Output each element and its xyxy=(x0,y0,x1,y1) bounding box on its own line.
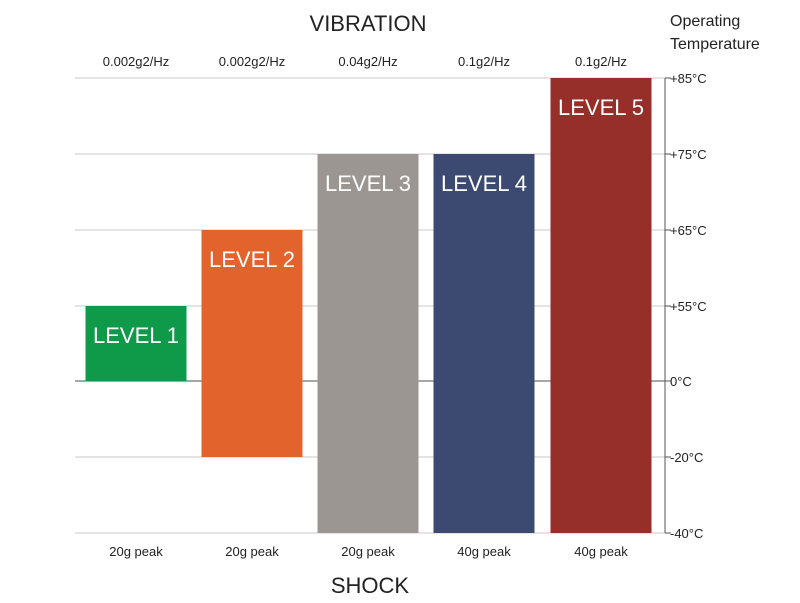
y-tick-label: +55°C xyxy=(670,299,707,314)
vibration-value: 0.002g2/Hz xyxy=(219,54,286,69)
shock-value: 40g peak xyxy=(574,544,628,559)
bar-label-level-1: LEVEL 1 xyxy=(93,323,179,348)
y-tick-label: -40°C xyxy=(670,526,703,541)
y-tick-label: +65°C xyxy=(670,223,707,238)
y-tick-label: +75°C xyxy=(670,147,707,162)
shock-value: 40g peak xyxy=(457,544,511,559)
chart-title: VIBRATION xyxy=(310,11,427,36)
y-axis-title-line2: Temperature xyxy=(670,36,760,53)
vibration-value: 0.1g2/Hz xyxy=(458,54,510,69)
y-axis-title-line1: Operating xyxy=(670,13,740,30)
bar-level-3 xyxy=(317,154,419,533)
label-layer: +85°C +75°C +65°C +55°C 0°C -20°C -40°C LEVEL 1… xyxy=(93,54,707,559)
bar-label-level-2: LEVEL 2 xyxy=(209,247,295,272)
bar-label-level-5: LEVEL 5 xyxy=(558,95,644,120)
vibration-value: 0.1g2/Hz xyxy=(575,54,627,69)
y-tick-label: -20°C xyxy=(670,450,703,465)
bar-layer xyxy=(85,78,652,533)
bar-label-level-3: LEVEL 3 xyxy=(325,171,411,196)
bar-level-4 xyxy=(433,154,535,533)
vibration-value: 0.002g2/Hz xyxy=(103,54,170,69)
bar-level-2 xyxy=(201,230,303,457)
y-tick-label: +85°C xyxy=(670,71,707,86)
bar-label-level-4: LEVEL 4 xyxy=(441,171,527,196)
bar-level-1 xyxy=(85,306,187,381)
shock-value: 20g peak xyxy=(341,544,395,559)
vibration-value: 0.04g2/Hz xyxy=(338,54,397,69)
chart-bottom-title: SHOCK xyxy=(331,573,410,598)
shock-value: 20g peak xyxy=(109,544,163,559)
y-tick-label: 0°C xyxy=(670,374,692,389)
bar-level-5 xyxy=(550,78,652,533)
shock-value: 20g peak xyxy=(225,544,279,559)
